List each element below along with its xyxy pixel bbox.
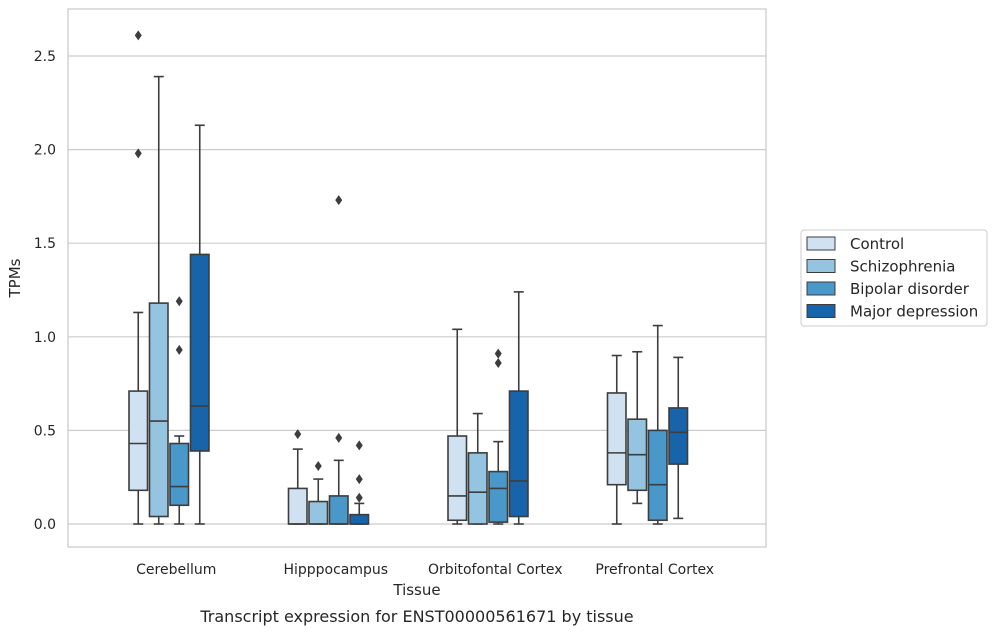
box-body — [148, 302, 169, 518]
x-axis-ticks: Cerebellum Hipppocampus Orbitofontal Corte… — [136, 562, 714, 578]
box-2-3 — [508, 291, 529, 525]
x-axis-title: Tissue — [392, 581, 440, 599]
box-body — [328, 495, 349, 525]
outlier-point — [335, 195, 343, 206]
chart-caption: Transcript expression for ENST0000056167… — [199, 607, 633, 626]
y-axis-title: TPMs — [6, 258, 24, 298]
legend-frame — [800, 229, 988, 327]
box-0-2 — [169, 296, 190, 525]
box-body — [287, 487, 308, 525]
box-3-3 — [668, 356, 689, 520]
box-body — [447, 435, 468, 522]
box-body — [128, 390, 149, 492]
box-body — [508, 390, 529, 518]
x-tick-label: Orbitofontal Cortex — [428, 562, 563, 578]
outlier-point — [134, 148, 142, 159]
legend-swatch — [806, 259, 836, 273]
box-0-0 — [128, 30, 149, 525]
y-tick-label: 0.0 — [34, 517, 56, 533]
box-body — [308, 500, 329, 525]
box-1-0 — [287, 429, 308, 525]
box-3-0 — [606, 354, 627, 525]
outlier-point — [314, 460, 322, 471]
box-0-3 — [189, 124, 210, 525]
box-2-1 — [467, 412, 488, 525]
box-body — [488, 470, 509, 523]
box-3-1 — [627, 350, 648, 505]
y-tick-label: 2.5 — [34, 49, 56, 65]
box-body — [647, 429, 668, 522]
outlier-point — [335, 432, 343, 443]
box-body — [467, 452, 488, 525]
legend-swatch — [806, 304, 836, 318]
legend-label: Control — [850, 235, 904, 253]
outlier-point — [175, 296, 183, 307]
x-tick-label: Hipppocampus — [283, 562, 388, 578]
box-1-1 — [308, 460, 329, 525]
box-body — [606, 392, 627, 486]
y-axis-ticks: 0.0 0.5 1.0 1.5 2.0 2.5 — [34, 49, 56, 533]
box-1-2 — [328, 195, 349, 525]
y-tick-label: 0.5 — [34, 423, 56, 439]
legend-label: Bipolar disorder — [850, 280, 970, 298]
box-0-1 — [148, 75, 169, 525]
box-body — [189, 253, 210, 452]
box-3-2 — [647, 324, 668, 525]
box-body — [668, 407, 689, 465]
legend-label: Schizophrenia — [850, 258, 955, 276]
box-1-3 — [349, 440, 370, 525]
outlier-point — [494, 348, 502, 359]
y-tick-label: 1.5 — [34, 236, 56, 252]
gridlines — [68, 55, 766, 525]
legend: Control Schizophrenia Bipolar disorder Majo… — [800, 229, 988, 327]
box-2-2 — [488, 348, 509, 525]
outlier-point — [355, 440, 363, 451]
x-tick-label: Prefrontal Cortex — [595, 562, 714, 578]
x-tick-label: Cerebellum — [136, 562, 216, 578]
box-body — [169, 442, 190, 507]
box-plots — [128, 30, 689, 525]
legend-swatch — [806, 281, 836, 296]
box-body — [349, 513, 370, 525]
outlier-point — [494, 358, 502, 369]
y-tick-label: 1.0 — [34, 330, 56, 346]
y-tick-label: 2.0 — [34, 143, 56, 159]
outlier-point — [134, 30, 142, 41]
legend-swatch — [806, 236, 836, 251]
outlier-point — [355, 492, 363, 503]
outlier-point — [175, 344, 183, 355]
outlier-point — [355, 474, 363, 485]
plot-frame — [67, 8, 767, 548]
box-2-0 — [447, 328, 468, 525]
outlier-point — [294, 429, 302, 440]
legend-label: Major depression — [850, 303, 978, 321]
